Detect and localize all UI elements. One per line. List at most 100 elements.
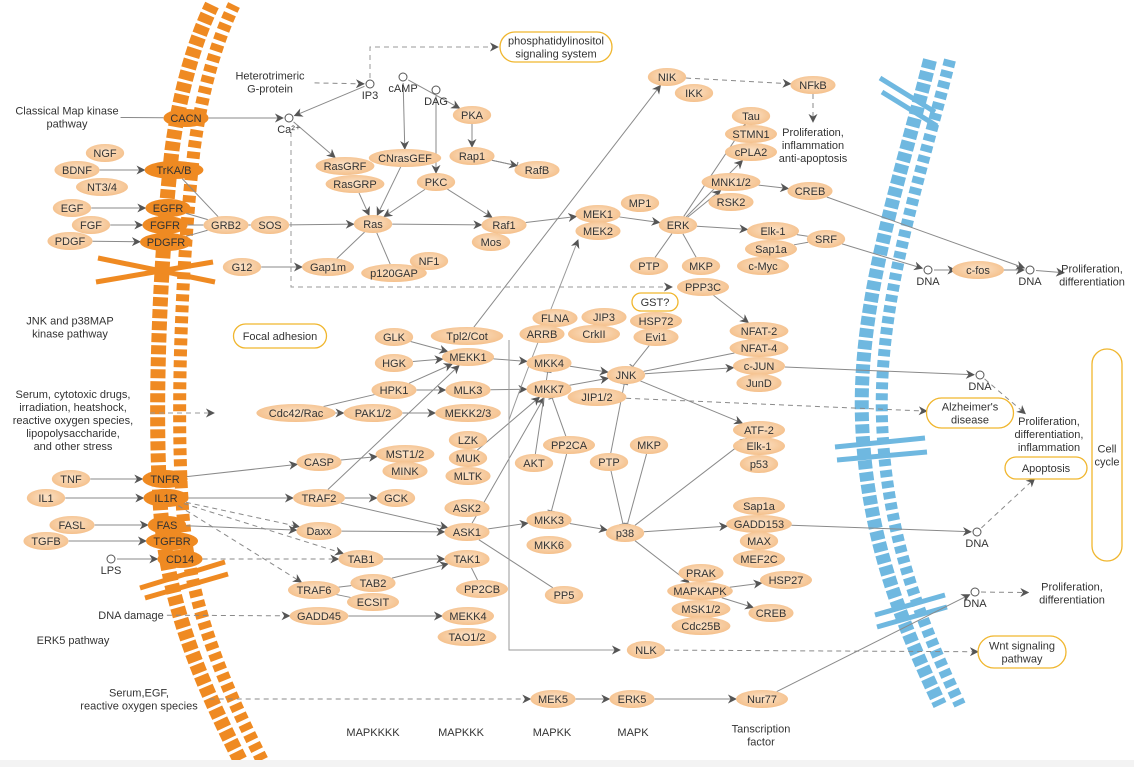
compound-dna[interactable]: DNA: [1018, 265, 1042, 288]
gene-node-jip1-2[interactable]: JIP1/2: [567, 388, 627, 406]
gene-node-muk[interactable]: MUK: [448, 449, 488, 467]
gene-node-mapkapk[interactable]: MAPKAPK: [667, 582, 733, 600]
gene-node-p120gap[interactable]: p120GAP: [361, 264, 427, 282]
gene-node-mekk2-3[interactable]: MEKK2/3: [435, 404, 501, 422]
gene-node-ppp3c[interactable]: PPP3C: [677, 278, 729, 296]
gene-node-daxx[interactable]: Daxx: [296, 522, 342, 540]
compound-dna[interactable]: DNA: [963, 587, 987, 610]
gene-node-cdc42-rac[interactable]: Cdc42/Rac: [256, 404, 336, 422]
gene-node-pkc[interactable]: PKC: [416, 173, 456, 191]
gene-node-egf[interactable]: EGF: [52, 199, 92, 217]
gene-node-nfkb[interactable]: NFkB: [790, 76, 836, 94]
gene-node-nfat-2[interactable]: NFAT-2: [729, 322, 789, 340]
gene-node-fgfr[interactable]: FGFR: [142, 216, 188, 234]
gene-node-mek2[interactable]: MEK2: [575, 222, 621, 240]
gene-node-tnf[interactable]: TNF: [51, 470, 91, 488]
gene-node-ptp[interactable]: PTP: [589, 453, 629, 471]
gene-node-jnk[interactable]: JNK: [606, 366, 646, 384]
gene-node-tao1-2[interactable]: TAO1/2: [437, 628, 497, 646]
gene-node-tgfb[interactable]: TGFB: [23, 532, 69, 550]
gene-node-max[interactable]: MAX: [739, 532, 779, 550]
gene-node-mkk4[interactable]: MKK4: [526, 354, 572, 372]
gene-node-creb[interactable]: CREB: [748, 604, 794, 622]
gene-node-il1[interactable]: IL1: [26, 489, 66, 507]
gene-node-mef2c[interactable]: MEF2C: [733, 550, 785, 568]
gene-node-lzk[interactable]: LZK: [448, 431, 488, 449]
gene-node-jund[interactable]: JunD: [736, 374, 782, 392]
gene-node-nt3-4[interactable]: NT3/4: [76, 178, 128, 196]
compound-ca[interactable]: Ca²⁺: [277, 113, 301, 136]
gene-node-ngf[interactable]: NGF: [85, 144, 125, 162]
gene-node-mink[interactable]: MINK: [382, 462, 428, 480]
gene-node-hgk[interactable]: HGK: [374, 354, 414, 372]
pathway-link-focal[interactable]: Focal adhesion: [232, 323, 328, 349]
gene-node-nlk[interactable]: NLK: [626, 641, 666, 659]
gene-node-g12[interactable]: G12: [222, 258, 262, 276]
gene-node-creb[interactable]: CREB: [787, 182, 833, 200]
gene-node-pak1-2[interactable]: PAK1/2: [343, 404, 403, 422]
gene-node-mlk3[interactable]: MLK3: [445, 381, 491, 399]
gene-node-atf-2[interactable]: ATF-2: [733, 421, 785, 439]
gene-node-mkp[interactable]: MKP: [681, 257, 721, 275]
pathway-link-apop[interactable]: Apoptosis: [1004, 456, 1088, 480]
gene-node-mos[interactable]: Mos: [471, 233, 511, 251]
gene-node-mekk4[interactable]: MEKK4: [442, 607, 494, 625]
gene-node-gadd153[interactable]: GADD153: [726, 515, 792, 533]
gene-node-cnrasgef[interactable]: CNrasGEF: [368, 149, 442, 167]
gene-node-pp5[interactable]: PP5: [544, 586, 584, 604]
gene-node-pdgf[interactable]: PDGF: [47, 232, 93, 250]
gene-node-mkp[interactable]: MKP: [629, 436, 669, 454]
compound-dna[interactable]: DNA: [916, 265, 940, 288]
gene-node-pdgfr[interactable]: PDGFR: [140, 233, 192, 251]
gene-node-hpk1[interactable]: HPK1: [371, 381, 417, 399]
gene-node-akt[interactable]: AKT: [514, 454, 554, 472]
gene-node-jip3[interactable]: JIP3: [581, 308, 627, 326]
gene-node-tab1[interactable]: TAB1: [338, 550, 384, 568]
gene-node-tab2[interactable]: TAB2: [350, 574, 396, 592]
gene-node-rap1[interactable]: Rap1: [449, 147, 495, 165]
gene-node-mkk6[interactable]: MKK6: [526, 536, 572, 554]
compound-lps[interactable]: LPS: [101, 554, 122, 577]
gene-node-rsk2[interactable]: RSK2: [708, 193, 754, 211]
gene-node-cd14[interactable]: CD14: [157, 550, 203, 568]
gene-node-tau[interactable]: Tau: [731, 107, 771, 125]
gene-node-glk[interactable]: GLK: [374, 328, 414, 346]
gene-node-ikk[interactable]: IKK: [674, 84, 714, 102]
gene-node-trka-b[interactable]: TrKA/B: [144, 161, 204, 179]
gene-node-gap1m[interactable]: Gap1m: [302, 258, 354, 276]
gene-node-erk[interactable]: ERK: [658, 216, 698, 234]
gene-node-msk1-2[interactable]: MSK1/2: [671, 600, 731, 618]
gene-node-il1r[interactable]: IL1R: [143, 489, 189, 507]
gene-node-tnfr[interactable]: TNFR: [142, 470, 188, 488]
gene-node-ptp[interactable]: PTP: [629, 257, 669, 275]
gene-node-c-myc[interactable]: c-Myc: [737, 257, 789, 275]
gene-node-gck[interactable]: GCK: [376, 489, 416, 507]
gene-node-nf1[interactable]: NF1: [409, 252, 449, 270]
gene-node-nik[interactable]: NIK: [647, 68, 687, 86]
gene-node-tgfbr[interactable]: TGFBR: [146, 532, 198, 550]
gene-node-fas[interactable]: FAS: [147, 516, 187, 534]
gene-node-mp1[interactable]: MP1: [620, 194, 660, 212]
gene-node-stmn1[interactable]: STMN1: [725, 125, 777, 143]
gene-node-tak1[interactable]: TAK1: [444, 550, 490, 568]
compound-ip3[interactable]: IP3: [362, 79, 379, 102]
gene-node-bdnf[interactable]: BDNF: [54, 161, 100, 179]
gene-node-mekk1[interactable]: MEKK1: [442, 348, 494, 366]
gene-node-evi1[interactable]: Evi1: [633, 328, 679, 346]
gene-node-hsp72[interactable]: HSP72: [630, 312, 682, 330]
gene-node-traf2[interactable]: TRAF2: [293, 489, 345, 507]
gene-node-egfr[interactable]: EGFR: [145, 199, 191, 217]
gene-node-cpla2[interactable]: cPLA2: [725, 143, 777, 161]
gene-node-cacn[interactable]: CACN: [163, 109, 209, 127]
compound-camp[interactable]: cAMP: [388, 72, 418, 95]
gene-node-srf[interactable]: SRF: [806, 230, 846, 248]
gene-node-mltk[interactable]: MLTK: [445, 467, 491, 485]
gene-node-casp[interactable]: CASP: [296, 453, 342, 471]
gene-node-erk5[interactable]: ERK5: [609, 690, 655, 708]
gene-node-sos[interactable]: SOS: [250, 216, 290, 234]
gene-node-ask2[interactable]: ASK2: [444, 499, 490, 517]
gene-node-fgf[interactable]: FGF: [71, 216, 111, 234]
gene-node-mkk3[interactable]: MKK3: [526, 511, 572, 529]
